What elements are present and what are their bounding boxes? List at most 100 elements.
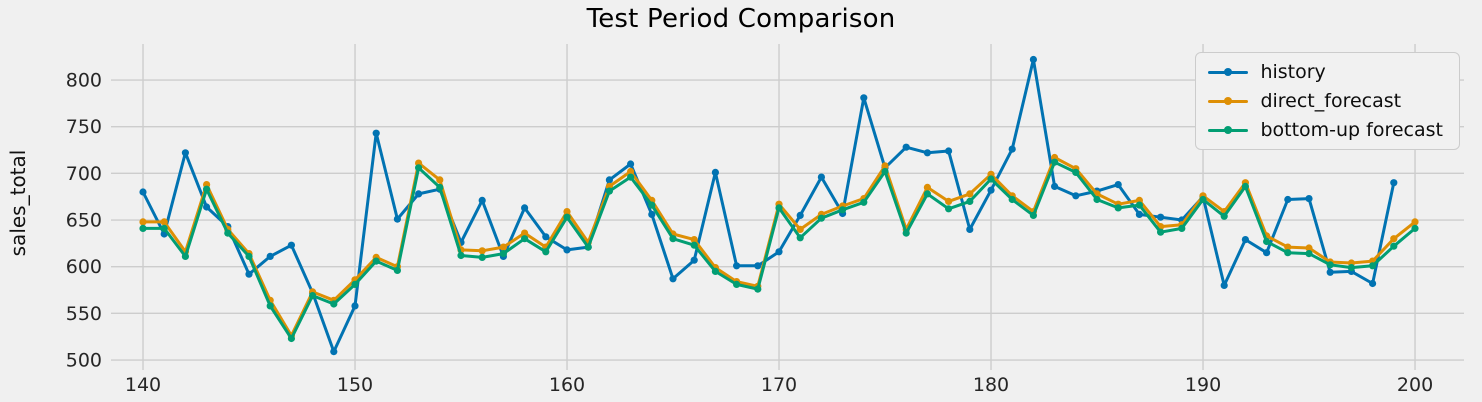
data-point-direct-forecast [160,218,168,226]
data-point-bottom-up-forecast [1178,224,1186,232]
data-point-bottom-up-forecast [1157,228,1165,236]
data-point-history [1072,192,1080,200]
data-point-bottom-up-forecast [351,280,359,288]
legend-label: bottom-up forecast [1260,119,1443,141]
data-point-bottom-up-forecast [860,198,868,206]
data-point-history [817,173,826,181]
data-point-history [754,262,762,270]
data-point-bottom-up-forecast [478,253,486,261]
data-point-direct-forecast [627,167,635,176]
legend-item-bottom-up-forecast: bottom-up forecast [1208,119,1443,141]
data-point-history [987,186,995,194]
data-point-bottom-up-forecast [627,173,635,181]
data-point-history [711,168,720,176]
data-point-bottom-up-forecast [1369,262,1377,270]
data-point-history [945,147,953,155]
data-point-history [139,188,147,196]
data-point-history [1326,268,1334,276]
data-point-history [1305,195,1313,203]
data-point-history [393,215,401,223]
data-point-bottom-up-forecast [521,235,529,243]
data-point-bottom-up-forecast [923,190,932,198]
data-point-history [860,94,868,102]
data-point-bottom-up-forecast [881,167,889,176]
data-point-history [563,246,571,254]
data-point-bottom-up-forecast [1051,158,1059,166]
legend-marker-dot [1224,126,1233,134]
data-point-history [330,348,338,356]
data-point-bottom-up-forecast [563,213,571,221]
data-point-bottom-up-forecast [1326,261,1334,269]
data-point-bottom-up-forecast [1263,237,1271,246]
data-point-bottom-up-forecast [669,235,677,243]
y-tick-label: 650 [66,210,102,232]
data-point-history [478,196,486,204]
data-point-bottom-up-forecast [309,292,317,300]
data-point-bottom-up-forecast [902,229,910,237]
data-point-bottom-up-forecast [1284,249,1292,257]
data-point-bottom-up-forecast [499,250,507,258]
data-point-direct-forecast [945,197,953,205]
data-point-bottom-up-forecast [224,229,232,237]
data-point-bottom-up-forecast [648,201,656,209]
data-point-bottom-up-forecast [966,197,974,205]
data-point-history [1220,281,1228,289]
data-point-history [775,248,783,256]
x-tick-label: 190 [1185,374,1221,396]
x-tick-label: 180 [973,374,1009,396]
data-point-history [1390,179,1398,187]
data-point-direct-forecast [139,218,147,226]
legend-marker-dot [1224,68,1233,76]
data-point-history [1369,279,1377,288]
data-point-history [181,149,189,157]
x-tick-label: 140 [125,374,161,396]
data-point-direct-forecast [1284,243,1292,251]
data-point-bottom-up-forecast [1220,212,1228,220]
data-point-history [648,210,656,218]
data-point-history [669,275,677,283]
data-point-direct-forecast [796,225,804,233]
data-point-history [1008,145,1016,153]
data-point-bottom-up-forecast [945,205,953,213]
x-tick-label: 200 [1397,374,1433,396]
data-point-history [415,190,423,198]
legend-label: direct_forecast [1260,90,1402,112]
data-point-direct-forecast [690,236,698,244]
y-tick-label: 500 [66,350,102,372]
data-point-direct-forecast [923,183,932,191]
data-point-bottom-up-forecast [711,267,720,275]
data-point-bottom-up-forecast [839,206,847,214]
data-point-direct-forecast [499,243,507,251]
data-point-bottom-up-forecast [372,257,380,265]
data-point-history [1135,210,1143,218]
data-point-direct-forecast [966,190,974,198]
y-tick-label: 550 [66,303,102,325]
data-point-bottom-up-forecast [584,243,592,251]
data-point-history [605,176,614,184]
data-point-history [1051,182,1059,190]
data-point-bottom-up-forecast [733,280,741,288]
data-point-bottom-up-forecast [1347,264,1355,272]
x-tick-label: 160 [549,374,585,396]
data-point-bottom-up-forecast [415,164,423,172]
data-point-history [1029,55,1037,64]
data-point-direct-forecast [881,162,889,170]
data-point-history [521,204,529,212]
data-point-bottom-up-forecast [775,204,783,212]
data-point-bottom-up-forecast [796,234,804,242]
legend-label: history [1260,61,1326,83]
legend-item-direct-forecast: direct_forecast [1208,90,1443,112]
data-point-direct-forecast [1411,218,1419,226]
legend-item-history: history [1208,61,1443,83]
data-point-bottom-up-forecast [1135,201,1143,209]
data-point-bottom-up-forecast [330,300,338,308]
data-point-history [690,256,698,264]
data-point-bottom-up-forecast [266,302,274,310]
data-point-bottom-up-forecast [1390,242,1398,250]
y-tick-label: 750 [66,116,102,138]
x-tick-label: 150 [337,374,373,396]
data-point-history [287,241,295,249]
data-point-bottom-up-forecast [1199,195,1207,204]
